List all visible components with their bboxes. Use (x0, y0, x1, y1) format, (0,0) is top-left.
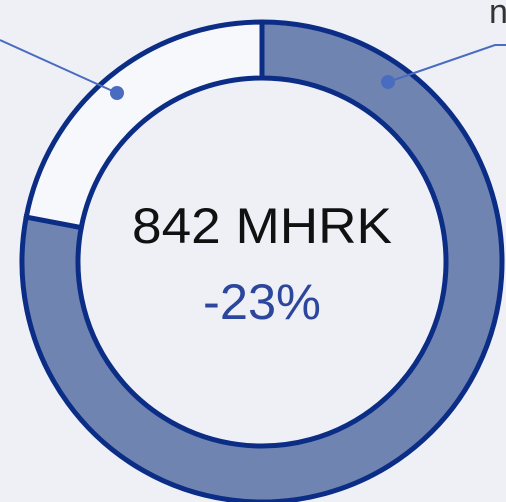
donut-ring (19, 19, 505, 502)
center-change: -23% (203, 274, 321, 330)
leader-line (0, 39, 118, 94)
donut-segment (23, 19, 265, 231)
donut-segment (19, 19, 505, 502)
segment-label: n (489, 0, 506, 31)
leaders (0, 39, 506, 100)
center-value: 842 MHRK (132, 198, 392, 254)
leader-dot (381, 75, 395, 89)
leader-dot (110, 86, 124, 100)
leader-line (387, 44, 506, 83)
